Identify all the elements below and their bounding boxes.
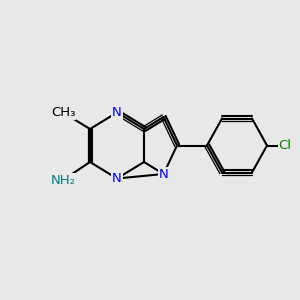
Text: NH₂: NH₂ xyxy=(50,173,76,187)
Text: N: N xyxy=(112,172,122,185)
Text: Cl: Cl xyxy=(278,139,292,152)
Text: N: N xyxy=(159,167,168,181)
Text: CH₃: CH₃ xyxy=(51,106,75,119)
Text: N: N xyxy=(112,106,122,119)
